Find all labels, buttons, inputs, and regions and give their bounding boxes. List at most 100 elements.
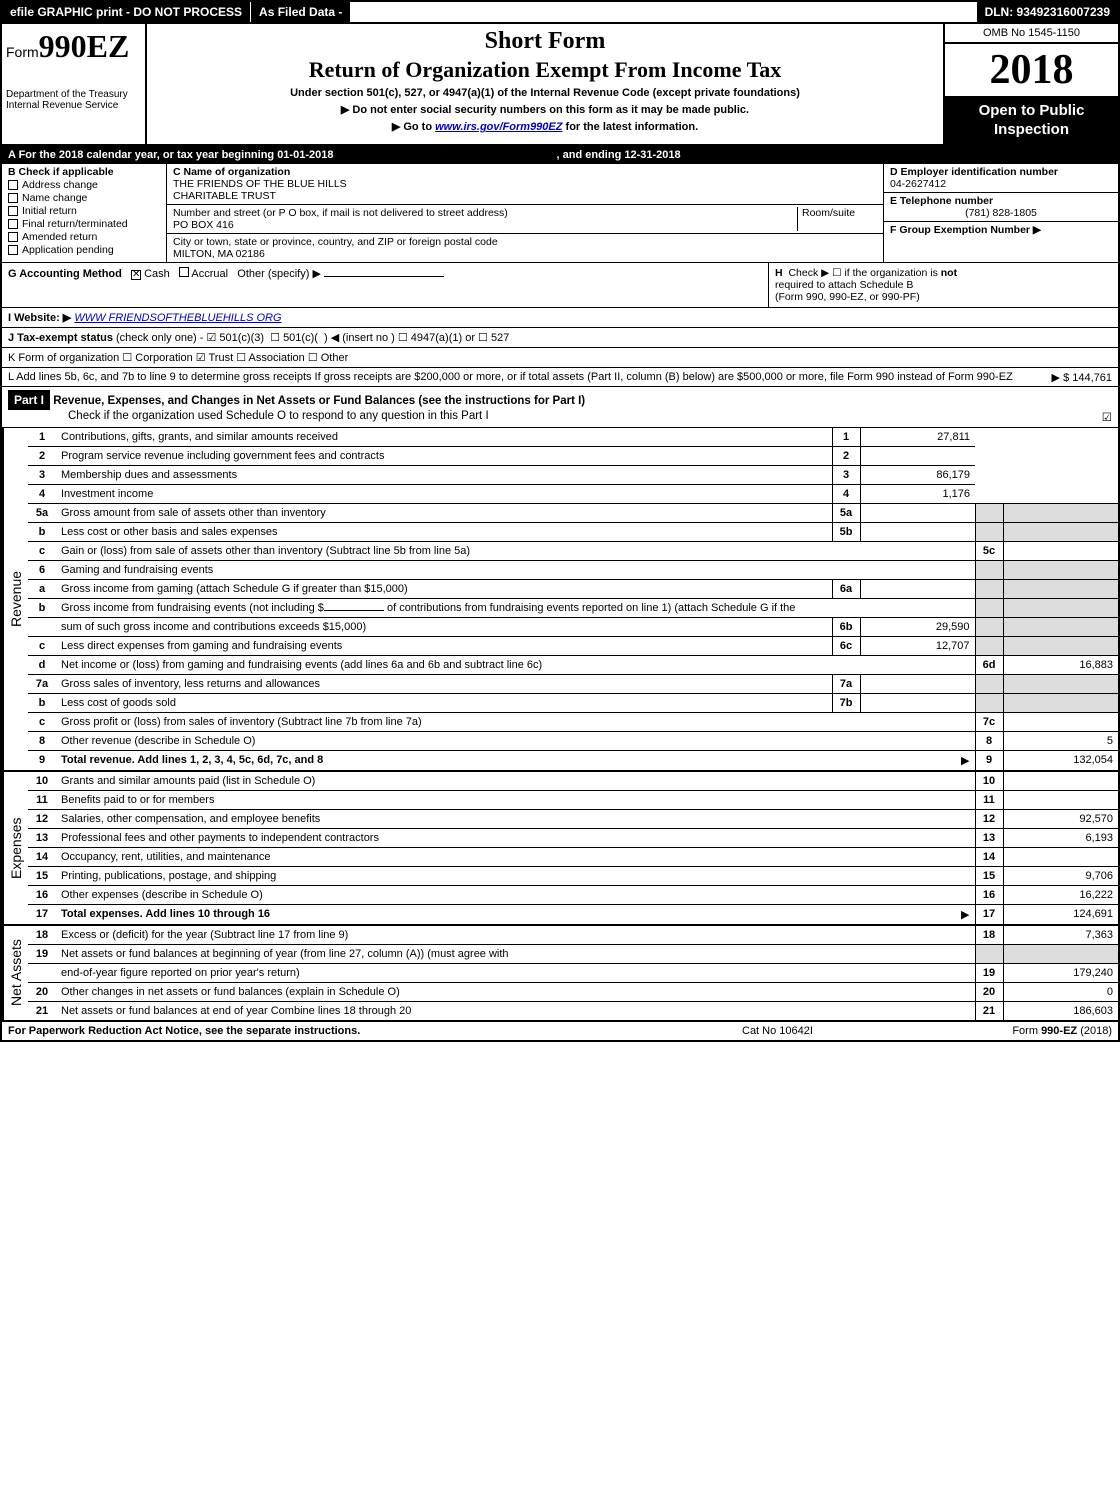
line-6b-2: sum of such gross income and contributio… — [28, 617, 1118, 636]
row-i: I Website: ▶ WWW FRIENDSOFTHEBLUEHILLS O… — [2, 308, 1118, 328]
dept-irs: Internal Revenue Service — [6, 100, 141, 111]
line-21: 21Net assets or fund balances at end of … — [28, 1001, 1118, 1020]
addr-row: Number and street (or P O box, if mail i… — [167, 205, 883, 234]
short-form-title: Short Form — [155, 28, 935, 55]
org-name1: THE FRIENDS OF THE BLUE HILLS — [173, 178, 877, 190]
chk-amended[interactable]: Amended return — [8, 231, 160, 243]
row-a-ending: , and ending 12-31-2018 — [557, 149, 681, 161]
line-6b-1: bGross income from fundraising events (n… — [28, 598, 1118, 617]
row-a: A For the 2018 calendar year, or tax yea… — [2, 146, 1118, 164]
line-16: 16Other expenses (describe in Schedule O… — [28, 885, 1118, 904]
city-row: City or town, state or province, country… — [167, 234, 883, 262]
line-2: 2Program service revenue including gover… — [28, 446, 1118, 465]
chk-final[interactable]: Final return/terminated — [8, 218, 160, 230]
city: MILTON, MA 02186 — [173, 248, 877, 260]
h-label: H — [775, 267, 783, 279]
form-page: efile GRAPHIC print - DO NOT PROCESS As … — [0, 0, 1120, 1042]
part1-title-cell: Part I Revenue, Expenses, and Changes in… — [2, 387, 1118, 427]
contrib-amount[interactable] — [324, 610, 384, 611]
line-7a: 7aGross sales of inventory, less returns… — [28, 674, 1118, 693]
d-label: D Employer identification number — [890, 166, 1112, 178]
row-k: K Form of organization ☐ Corporation ☑ T… — [2, 348, 1118, 368]
chk-accrual[interactable] — [179, 267, 189, 277]
org-name2: CHARITABLE TRUST — [173, 190, 877, 202]
h-text3: (Form 990, 990-EZ, or 990-PF) — [775, 291, 920, 303]
other-specify[interactable] — [324, 276, 444, 277]
top-row: Form990EZ Department of the Treasury Int… — [2, 24, 1118, 146]
goto-post: for the latest information. — [562, 121, 698, 133]
c-label: C Name of organization — [173, 166, 877, 178]
dept-treasury: Department of the Treasury — [6, 89, 141, 100]
line-6c: cLess direct expenses from gaming and fu… — [28, 636, 1118, 655]
footer-mid: Cat No 10642I — [742, 1025, 942, 1037]
netassets-table: 18Excess or (deficit) for the year (Subt… — [28, 926, 1118, 1020]
line-6a: aGross income from gaming (attach Schedu… — [28, 579, 1118, 598]
line-8: 8Other revenue (describe in Schedule O)8… — [28, 731, 1118, 750]
footer-row: For Paperwork Reduction Act Notice, see … — [2, 1020, 1118, 1040]
revenue-tab: Revenue — [2, 428, 28, 770]
netassets-section: Net Assets 18Excess or (deficit) for the… — [2, 926, 1118, 1020]
chk-name[interactable]: Name change — [8, 192, 160, 204]
section-gh: G Accounting Method Cash Accrual Other (… — [2, 263, 1118, 308]
goto-link[interactable]: www.irs.gov/Form990EZ — [435, 121, 562, 133]
chk-address[interactable]: Address change — [8, 179, 160, 191]
line-18: 18Excess or (deficit) for the year (Subt… — [28, 926, 1118, 945]
part1-label: Part I — [8, 390, 50, 410]
efile-label: efile GRAPHIC print - DO NOT PROCESS — [2, 2, 250, 22]
part1-header-row: Part I Revenue, Expenses, and Changes in… — [2, 387, 1118, 428]
form-number-cell: Form990EZ Department of the Treasury Int… — [2, 24, 147, 144]
under-section: Under section 501(c), 527, or 4947(a)(1)… — [155, 87, 935, 99]
open-public: Open to Public Inspection — [945, 98, 1118, 144]
chk-cash[interactable] — [131, 270, 141, 280]
right-cell: OMB No 1545-1150 2018 Open to Public Ins… — [943, 24, 1118, 144]
line-19a: 19Net assets or fund balances at beginni… — [28, 944, 1118, 963]
expenses-table: 10Grants and similar amounts paid (list … — [28, 772, 1118, 924]
room-label: Room/suite — [797, 207, 877, 231]
line-7c: cGross profit or (loss) from sales of in… — [28, 712, 1118, 731]
ein-row: D Employer identification number 04-2627… — [884, 164, 1118, 193]
col-c: C Name of organization THE FRIENDS OF TH… — [167, 164, 883, 262]
header-spacer — [350, 2, 976, 22]
f-label: F Group Exemption Number ▶ — [890, 224, 1112, 236]
col-d: D Employer identification number 04-2627… — [883, 164, 1118, 262]
chk-initial[interactable]: Initial return — [8, 205, 160, 217]
form-word: Form — [6, 44, 39, 60]
expenses-section: Expenses 10Grants and similar amounts pa… — [2, 772, 1118, 926]
revenue-body: 1Contributions, gifts, grants, and simil… — [28, 428, 1118, 770]
line-3: 3Membership dues and assessments386,179 — [28, 465, 1118, 484]
section-bcde: B Check if applicable Address change Nam… — [2, 164, 1118, 263]
website-link[interactable]: WWW FRIENDSOFTHEBLUEHILLS ORG — [74, 312, 281, 324]
col-b-header: B Check if applicable — [8, 166, 160, 178]
line-1: 1Contributions, gifts, grants, and simil… — [28, 428, 1118, 447]
g-label: G Accounting Method — [8, 268, 122, 280]
no-ssn-note: Do not enter social security numbers on … — [155, 103, 935, 116]
header-bar: efile GRAPHIC print - DO NOT PROCESS As … — [2, 2, 1118, 24]
j-text: (check only one) - ☑ 501(c)(3) ☐ 501(c)(… — [116, 332, 509, 344]
footer-right: Form 990-EZ (2018) — [942, 1025, 1112, 1037]
line-6: 6Gaming and fundraising events — [28, 560, 1118, 579]
revenue-section: Revenue 1Contributions, gifts, grants, a… — [2, 428, 1118, 772]
line-13: 13Professional fees and other payments t… — [28, 828, 1118, 847]
revenue-table: 1Contributions, gifts, grants, and simil… — [28, 428, 1118, 770]
netassets-tab: Net Assets — [2, 926, 28, 1020]
row-g: G Accounting Method Cash Accrual Other (… — [2, 263, 768, 307]
tax-year: 2018 — [945, 44, 1118, 98]
netassets-body: 18Excess or (deficit) for the year (Subt… — [28, 926, 1118, 1020]
col-b: B Check if applicable Address change Nam… — [2, 164, 167, 262]
goto-note: Go to www.irs.gov/Form990EZ for the late… — [155, 120, 935, 133]
row-a-text: A For the 2018 calendar year, or tax yea… — [8, 149, 333, 161]
line-12: 12Salaries, other compensation, and empl… — [28, 809, 1118, 828]
form-number: Form990EZ — [6, 28, 141, 65]
chk-pending[interactable]: Application pending — [8, 244, 160, 256]
ein: 04-2627412 — [890, 178, 1112, 190]
line-6d: dNet income or (loss) from gaming and fu… — [28, 655, 1118, 674]
l-amount: ▶ $ 144,761 — [1052, 371, 1112, 384]
h-not: not — [941, 267, 957, 279]
org-name-row: C Name of organization THE FRIENDS OF TH… — [167, 164, 883, 205]
line-11: 11Benefits paid to or for members11 — [28, 790, 1118, 809]
footer-left: For Paperwork Reduction Act Notice, see … — [8, 1025, 742, 1037]
line-5b: bLess cost or other basis and sales expe… — [28, 522, 1118, 541]
form-num: 990EZ — [39, 28, 130, 64]
omb-number: OMB No 1545-1150 — [945, 24, 1118, 44]
row-j: J Tax-exempt status (check only one) - ☑… — [2, 328, 1118, 348]
